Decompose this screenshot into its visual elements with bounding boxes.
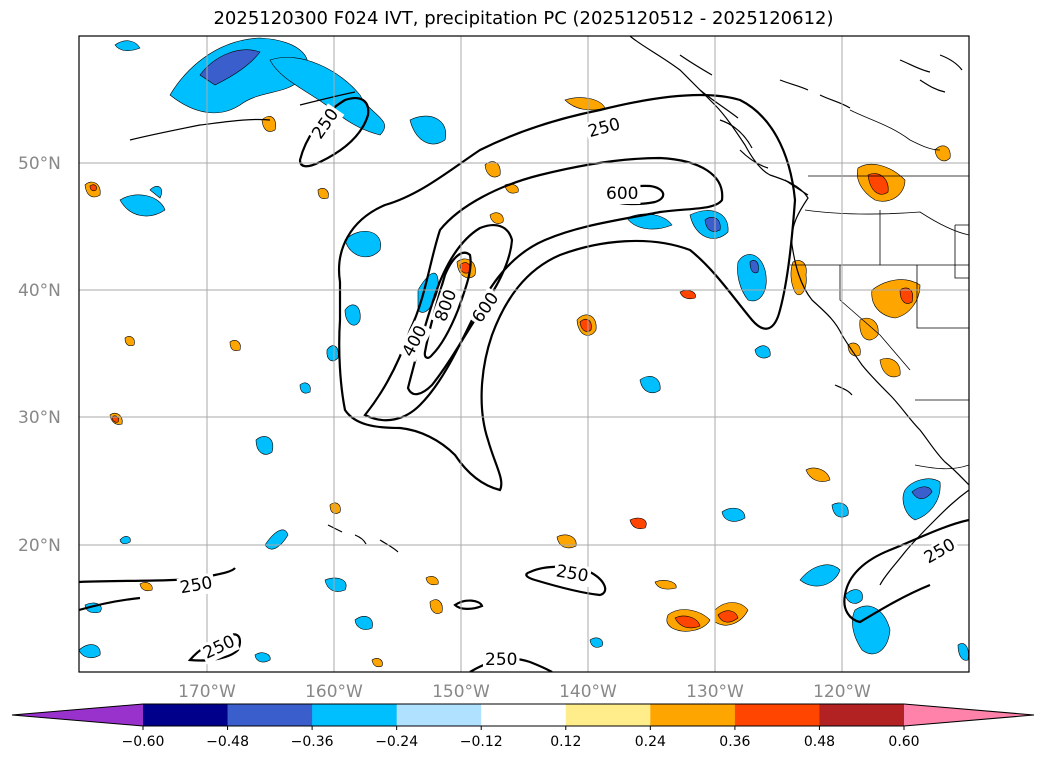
ivt-250-contour-main (338, 93, 797, 492)
colorbar-tick-label: 0.48 (804, 734, 835, 750)
lon-label: 130°W (686, 682, 744, 702)
contour-label: 600 (606, 184, 638, 204)
colorbar-swatch (565, 704, 651, 726)
negative-precip-anomaly-areas (79, 37, 969, 663)
colorbar-swatch (396, 704, 482, 726)
political-borders (790, 109, 969, 470)
contour-label-bg (307, 103, 345, 145)
colorbar-swatch (481, 704, 567, 726)
colorbar-extend-min (12, 704, 143, 726)
contour-label-bg (584, 113, 625, 143)
colorbar-tick-label: −0.36 (291, 734, 334, 750)
colorbar-swatch (819, 704, 905, 726)
lat-label: 40°N (18, 281, 61, 301)
contour-label-bg (467, 287, 505, 329)
contour-label-bg (198, 630, 240, 665)
ivt-250-contour-se (843, 518, 969, 624)
contour-label-bg (604, 184, 641, 204)
ivt-600-contour-main (406, 224, 514, 396)
colorbar-swatch (312, 704, 398, 726)
lon-label: 120°W (813, 682, 871, 702)
ivt-800-contour (423, 251, 472, 359)
contour-label-bg (176, 572, 216, 599)
map-title: 2025120300 F024 IVT, precipitation PC (2… (213, 8, 834, 29)
lon-label: 160°W (305, 682, 363, 702)
colorbar: −0.60 −0.48 −0.36 −0.24 −0.12 0.12 0.24 0.36 0.4… (11, 703, 1035, 750)
colorbar-tick-label: 0.60 (888, 734, 919, 750)
colorbar-tick-label: −0.60 (122, 734, 165, 750)
colorbar-swatch (143, 704, 229, 726)
contour-label: 250 (485, 650, 517, 670)
contour-label-bg (919, 533, 961, 570)
colorbar-tick-label: 0.12 (550, 734, 581, 750)
contour-label-bg (483, 650, 520, 670)
colorbar-tick-label: 0.24 (635, 734, 666, 750)
map-frame (78, 35, 970, 673)
positive-precip-anomaly-areas (84, 97, 951, 668)
lat-label: 20°N (18, 536, 61, 556)
longitude-labels: 170°W 160°W 150°W 140°W 130°W 120°W (178, 682, 871, 702)
colorbar-swatch (227, 704, 313, 726)
lon-label: 140°W (559, 682, 617, 702)
contour-label-bg (397, 320, 433, 363)
lon-label: 150°W (432, 682, 490, 702)
colorbar-tick-label: −0.48 (206, 734, 249, 750)
ivt-contour-labels: 250 250 600 400 800 600 250 250 250 250 … (176, 103, 961, 670)
colorbar-swatch (734, 704, 820, 726)
contour-label-bg (552, 561, 592, 588)
colorbar-extend-max (904, 704, 1034, 726)
lat-label: 30°N (18, 408, 61, 428)
lat-label: 50°N (18, 154, 61, 174)
graticule (79, 36, 969, 672)
coastlines (129, 36, 969, 586)
colorbar-tick-label: 0.36 (719, 734, 750, 750)
latitude-labels: 50°N 40°N 30°N 20°N (18, 154, 61, 556)
colorbar-tick-label: −0.24 (375, 734, 418, 750)
contour-label-bg (430, 285, 462, 327)
colorbar-swatch (650, 704, 736, 726)
colorbar-tick-label: −0.12 (460, 734, 503, 750)
lon-label: 170°W (178, 682, 236, 702)
